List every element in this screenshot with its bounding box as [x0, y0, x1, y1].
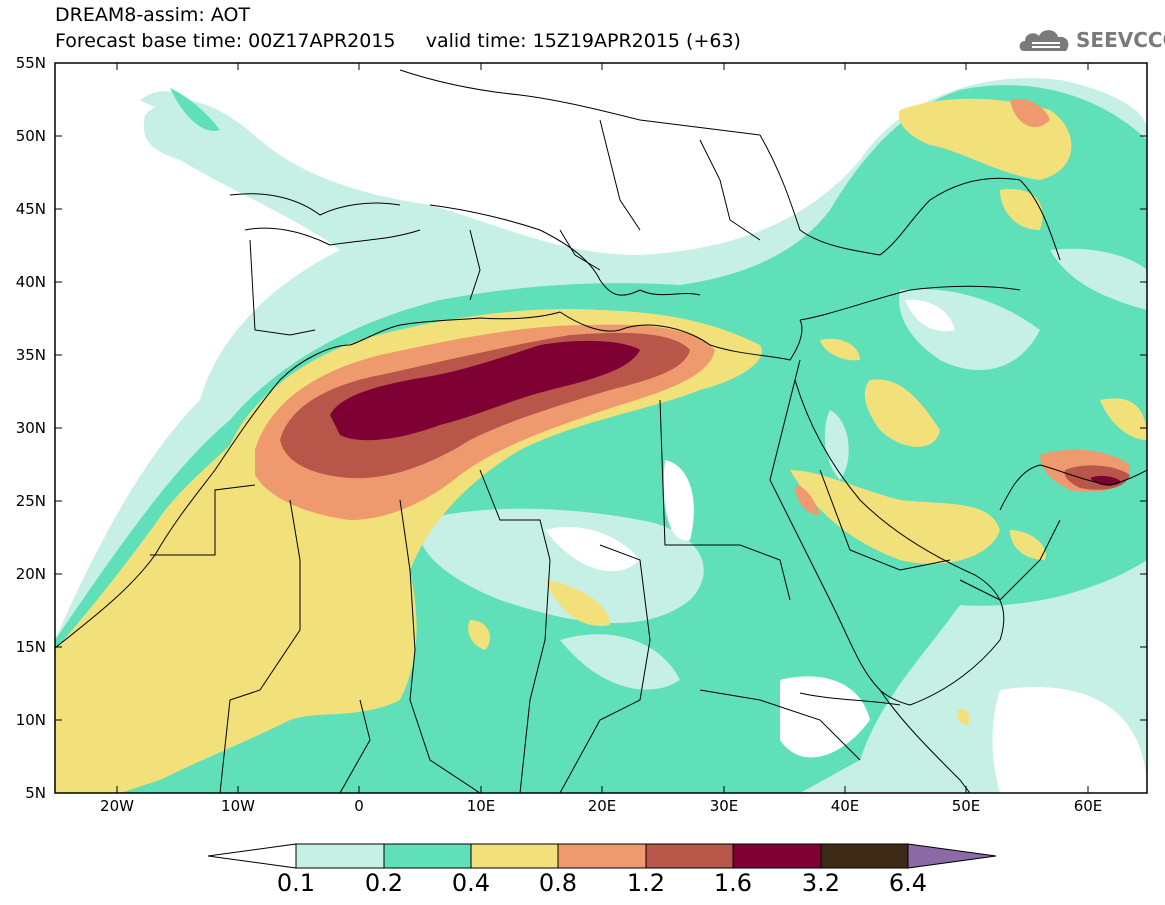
lon-label: 20W [100, 797, 134, 815]
colorbar-label: 3.2 [801, 869, 841, 897]
colorbar-swatch [383, 843, 472, 869]
aot-band-below-0.1 [545, 299, 1147, 793]
lon-label: 50E [951, 797, 981, 815]
aot-band-0.4 [55, 98, 1147, 793]
lat-label: 20N [15, 565, 46, 583]
colorbar-swatch [820, 843, 909, 869]
coastlines [55, 69, 1147, 793]
colorbar-label: 1.6 [713, 869, 753, 897]
seevccc-logo: SEEVCCC [1018, 23, 1165, 57]
lat-label: 55N [15, 54, 46, 72]
colorbar-swatch [295, 843, 385, 869]
colorbar-swatch [470, 843, 559, 869]
colorbar-label: 0.4 [451, 869, 491, 897]
colorbar-swatch-above [907, 843, 997, 869]
lat-label: 50N [15, 127, 46, 145]
colorbar-swatch [645, 843, 734, 869]
lat-label: 15N [15, 638, 46, 656]
lat-label: 40N [15, 273, 46, 291]
colorbar-swatch [557, 843, 647, 869]
lat-label: 5N [25, 784, 46, 802]
lon-label: 30E [709, 797, 739, 815]
lat-label: 25N [15, 492, 46, 510]
lon-label: 0 [354, 797, 364, 815]
lon-label: 60E [1073, 797, 1103, 815]
colorbar-label: 1.2 [626, 869, 666, 897]
colorbar-label: 0.1 [276, 869, 316, 897]
lat-label: 30N [15, 419, 46, 437]
map-title: DREAM8-assim: AOT [55, 4, 251, 26]
aot-shading [55, 78, 1147, 793]
lon-label: 10E [466, 797, 496, 815]
logo-text: SEEVCCC [1076, 28, 1165, 52]
lon-label: 40E [830, 797, 860, 815]
lon-label: 20E [587, 797, 617, 815]
colorbar-label: 0.2 [364, 869, 404, 897]
lon-label: 10W [221, 797, 255, 815]
colorbar-swatch-below [207, 843, 297, 869]
lat-label: 45N [15, 200, 46, 218]
lat-label: 10N [15, 711, 46, 729]
aot-band-1.6 [330, 340, 1122, 486]
cloud-icon [1019, 30, 1069, 51]
colorbar [207, 843, 997, 869]
colorbar-label: 0.8 [538, 869, 578, 897]
axis-ticks [55, 62, 1147, 793]
map-subtitle: Forecast base time: 00Z17APR2015 valid t… [55, 30, 741, 52]
colorbar-label: 6.4 [888, 869, 928, 897]
colorbar-swatch [732, 843, 822, 869]
lat-label: 35N [15, 346, 46, 364]
